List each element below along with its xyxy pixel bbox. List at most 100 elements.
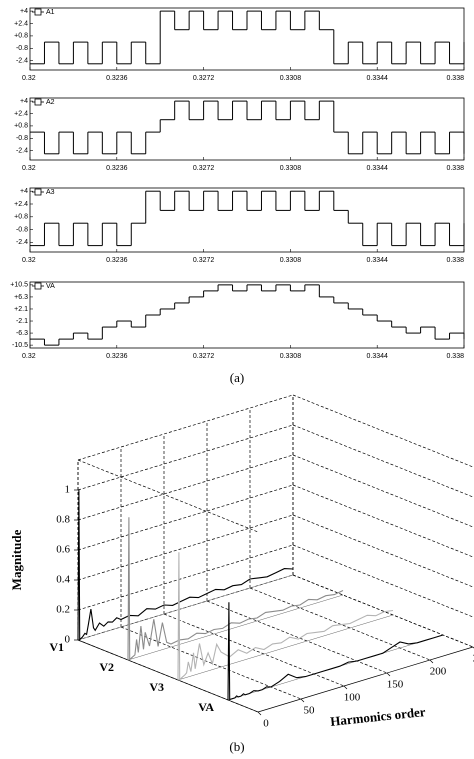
y-tick-label: -6.3 [16, 330, 28, 337]
y-tick-label: -0.8 [16, 135, 28, 142]
x-tick-label: 0.3344 [366, 353, 388, 360]
legend-label: A3 [46, 189, 55, 196]
y-tick-label: -2.1 [16, 318, 28, 325]
y-tick-label: +4 [20, 188, 28, 195]
legend-marker [34, 8, 42, 16]
grid-line [292, 574, 474, 648]
x-tick-label: 0.338 [446, 353, 464, 360]
plot-frame [29, 97, 465, 161]
x-tick [300, 698, 305, 703]
plot-frame [29, 187, 465, 253]
x-tick-label: 50 [304, 705, 316, 717]
y-tick-label: +0.8 [14, 33, 28, 40]
y-tick-label: +2.4 [14, 201, 28, 208]
legend-marker [34, 98, 42, 106]
y-tick-label: 0.2 [56, 604, 70, 616]
box-edge [77, 459, 259, 533]
y-tick-label: +0.8 [14, 123, 28, 130]
grid-line [292, 544, 474, 618]
x-tick-label: 200 [430, 666, 447, 678]
x-tick-label: 150 [387, 679, 404, 691]
y-tick-label: 0.8 [56, 514, 70, 526]
x-tick-label: 0.338 [446, 75, 464, 82]
x-tick-label: 0.338 [446, 165, 464, 172]
x-tick-label: 0.3308 [280, 75, 302, 82]
y-tick-label: -2.4 [16, 148, 28, 155]
y-tick-label: +4 [20, 8, 28, 15]
y-tick-label: +2.1 [14, 306, 28, 313]
x-tick-label: 0.3344 [366, 165, 388, 172]
grid-line [77, 454, 294, 521]
y-tick-label: -2.4 [16, 58, 28, 65]
x-tick [343, 685, 348, 690]
x-tick-label: 0.3308 [280, 165, 302, 172]
grid-line [120, 626, 302, 700]
grid-line [292, 424, 474, 498]
y-tick-label: -10.5 [12, 342, 28, 349]
legend-label: A1 [46, 9, 55, 16]
caption: (a) [230, 370, 244, 385]
x-axis-label: Harmonics order [329, 704, 426, 729]
y-tick-label: 0.6 [56, 544, 70, 556]
y-tick-label: -0.8 [16, 226, 28, 233]
y-tick-label: 0.4 [56, 574, 70, 586]
x-tick-label: 0.32 [22, 165, 36, 172]
x-tick-label: 100 [344, 692, 361, 704]
x-tick-label: 250 [473, 653, 474, 665]
y-tick-label: -2.4 [16, 239, 28, 246]
x-tick-label: 0.338 [446, 257, 464, 264]
depth-label: V3 [149, 680, 164, 694]
x-tick-label: 0.32 [22, 353, 36, 360]
grid-line [249, 587, 431, 661]
x-tick-label: 0.3344 [366, 257, 388, 264]
y-tick-label: -0.8 [16, 45, 28, 52]
x-tick-label: 0.3308 [280, 257, 302, 264]
spectrum-line [227, 602, 444, 701]
x-tick-label: 0.3344 [366, 75, 388, 82]
box-edge [292, 394, 474, 468]
x-tick [257, 711, 262, 716]
grid-line [77, 424, 294, 491]
baseline [127, 594, 344, 661]
x-tick-label: 0.3272 [193, 353, 215, 360]
y-tick-label: +10.5 [10, 282, 28, 289]
grid-line [206, 600, 388, 674]
baseline [77, 574, 294, 641]
legend-marker [34, 282, 42, 290]
x-tick-label: 0.3272 [193, 75, 215, 82]
x-tick-label: 0.3236 [106, 75, 128, 82]
x-tick-label: 0.3236 [106, 353, 128, 360]
x-tick [386, 672, 391, 677]
legend-label: A2 [46, 99, 55, 106]
spectrum-line [177, 552, 394, 681]
grid-line [77, 484, 294, 551]
grid-line [292, 514, 474, 588]
spectrum-line [127, 517, 344, 661]
y-tick-label: +4 [20, 98, 28, 105]
plot-frame [29, 7, 465, 71]
y-tick-label: +2.4 [14, 20, 28, 27]
grid-line [77, 544, 294, 611]
legend-marker [34, 188, 42, 196]
depth-label: V1 [49, 640, 64, 654]
x-tick-label: 0.3236 [106, 257, 128, 264]
x-tick-label: 0.3236 [106, 165, 128, 172]
plot-frame [29, 281, 465, 349]
grid-line [77, 514, 294, 581]
y-tick-label: +0.8 [14, 214, 28, 221]
grid-line [292, 454, 474, 528]
box-edge [77, 394, 294, 461]
x-tick-label: 0.3272 [193, 165, 215, 172]
y-tick-label: +6.3 [14, 294, 28, 301]
legend-label: VA [46, 283, 55, 290]
grid-line [292, 484, 474, 558]
x-tick-label: 0.32 [22, 75, 36, 82]
x-tick-label: 0.3272 [193, 257, 215, 264]
x-tick-label: 0.3308 [280, 353, 302, 360]
x-tick-label: 0.32 [22, 257, 36, 264]
y-tick-label: 0 [65, 634, 71, 646]
box-edge [257, 646, 474, 713]
baseline [177, 614, 394, 681]
y-tick-label: 1 [65, 484, 71, 496]
